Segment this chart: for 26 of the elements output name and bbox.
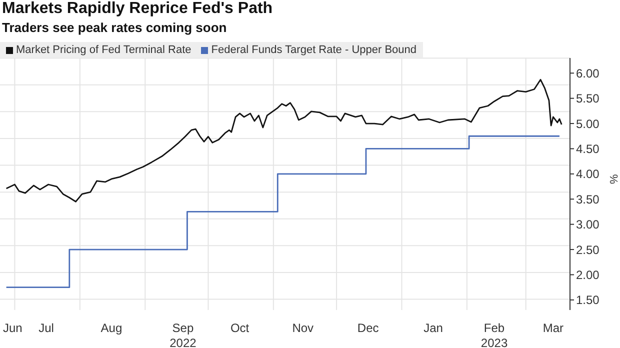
chart-title: Markets Rapidly Reprice Fed's Path xyxy=(2,0,273,18)
line-series xyxy=(6,78,562,202)
y-tick-label: 4.00 xyxy=(576,167,600,182)
x-tick-label: Nov xyxy=(292,321,314,335)
y-tick-label: 4.50 xyxy=(576,142,600,156)
x-tick-label: Oct xyxy=(230,321,250,335)
x-tick-label: Jan xyxy=(424,321,443,335)
y-tick-label: 1.50 xyxy=(576,293,600,308)
y-tick-label: 3.00 xyxy=(576,218,600,232)
x-tick-label: Jun xyxy=(2,321,22,335)
legend-label: Federal Funds Target Rate - Upper Bound xyxy=(210,44,417,56)
y-tick-label: 5.50 xyxy=(576,92,600,106)
y-tick-label: 2.50 xyxy=(576,242,600,257)
chart-subtitle: Traders see peak rates coming soon xyxy=(2,20,227,35)
y-axis-title: % xyxy=(607,174,620,184)
legend-label: Market Pricing of Fed Terminal Rate xyxy=(15,44,192,56)
x-tick-label: Dec xyxy=(357,321,379,335)
x-tick-label: Jul xyxy=(38,321,54,335)
x-tick-label: Sep 2022 xyxy=(170,321,197,348)
x-tick-label: Aug xyxy=(100,321,122,335)
x-tick-label: Feb 2023 xyxy=(480,321,508,348)
y-tick-label: 6.00 xyxy=(576,66,600,80)
x-tick-label: Mar xyxy=(542,321,564,335)
y-tick-label: 3.50 xyxy=(576,192,600,206)
y-tick-label: 5.00 xyxy=(576,116,600,131)
y-tick-label: 2.00 xyxy=(576,268,600,282)
